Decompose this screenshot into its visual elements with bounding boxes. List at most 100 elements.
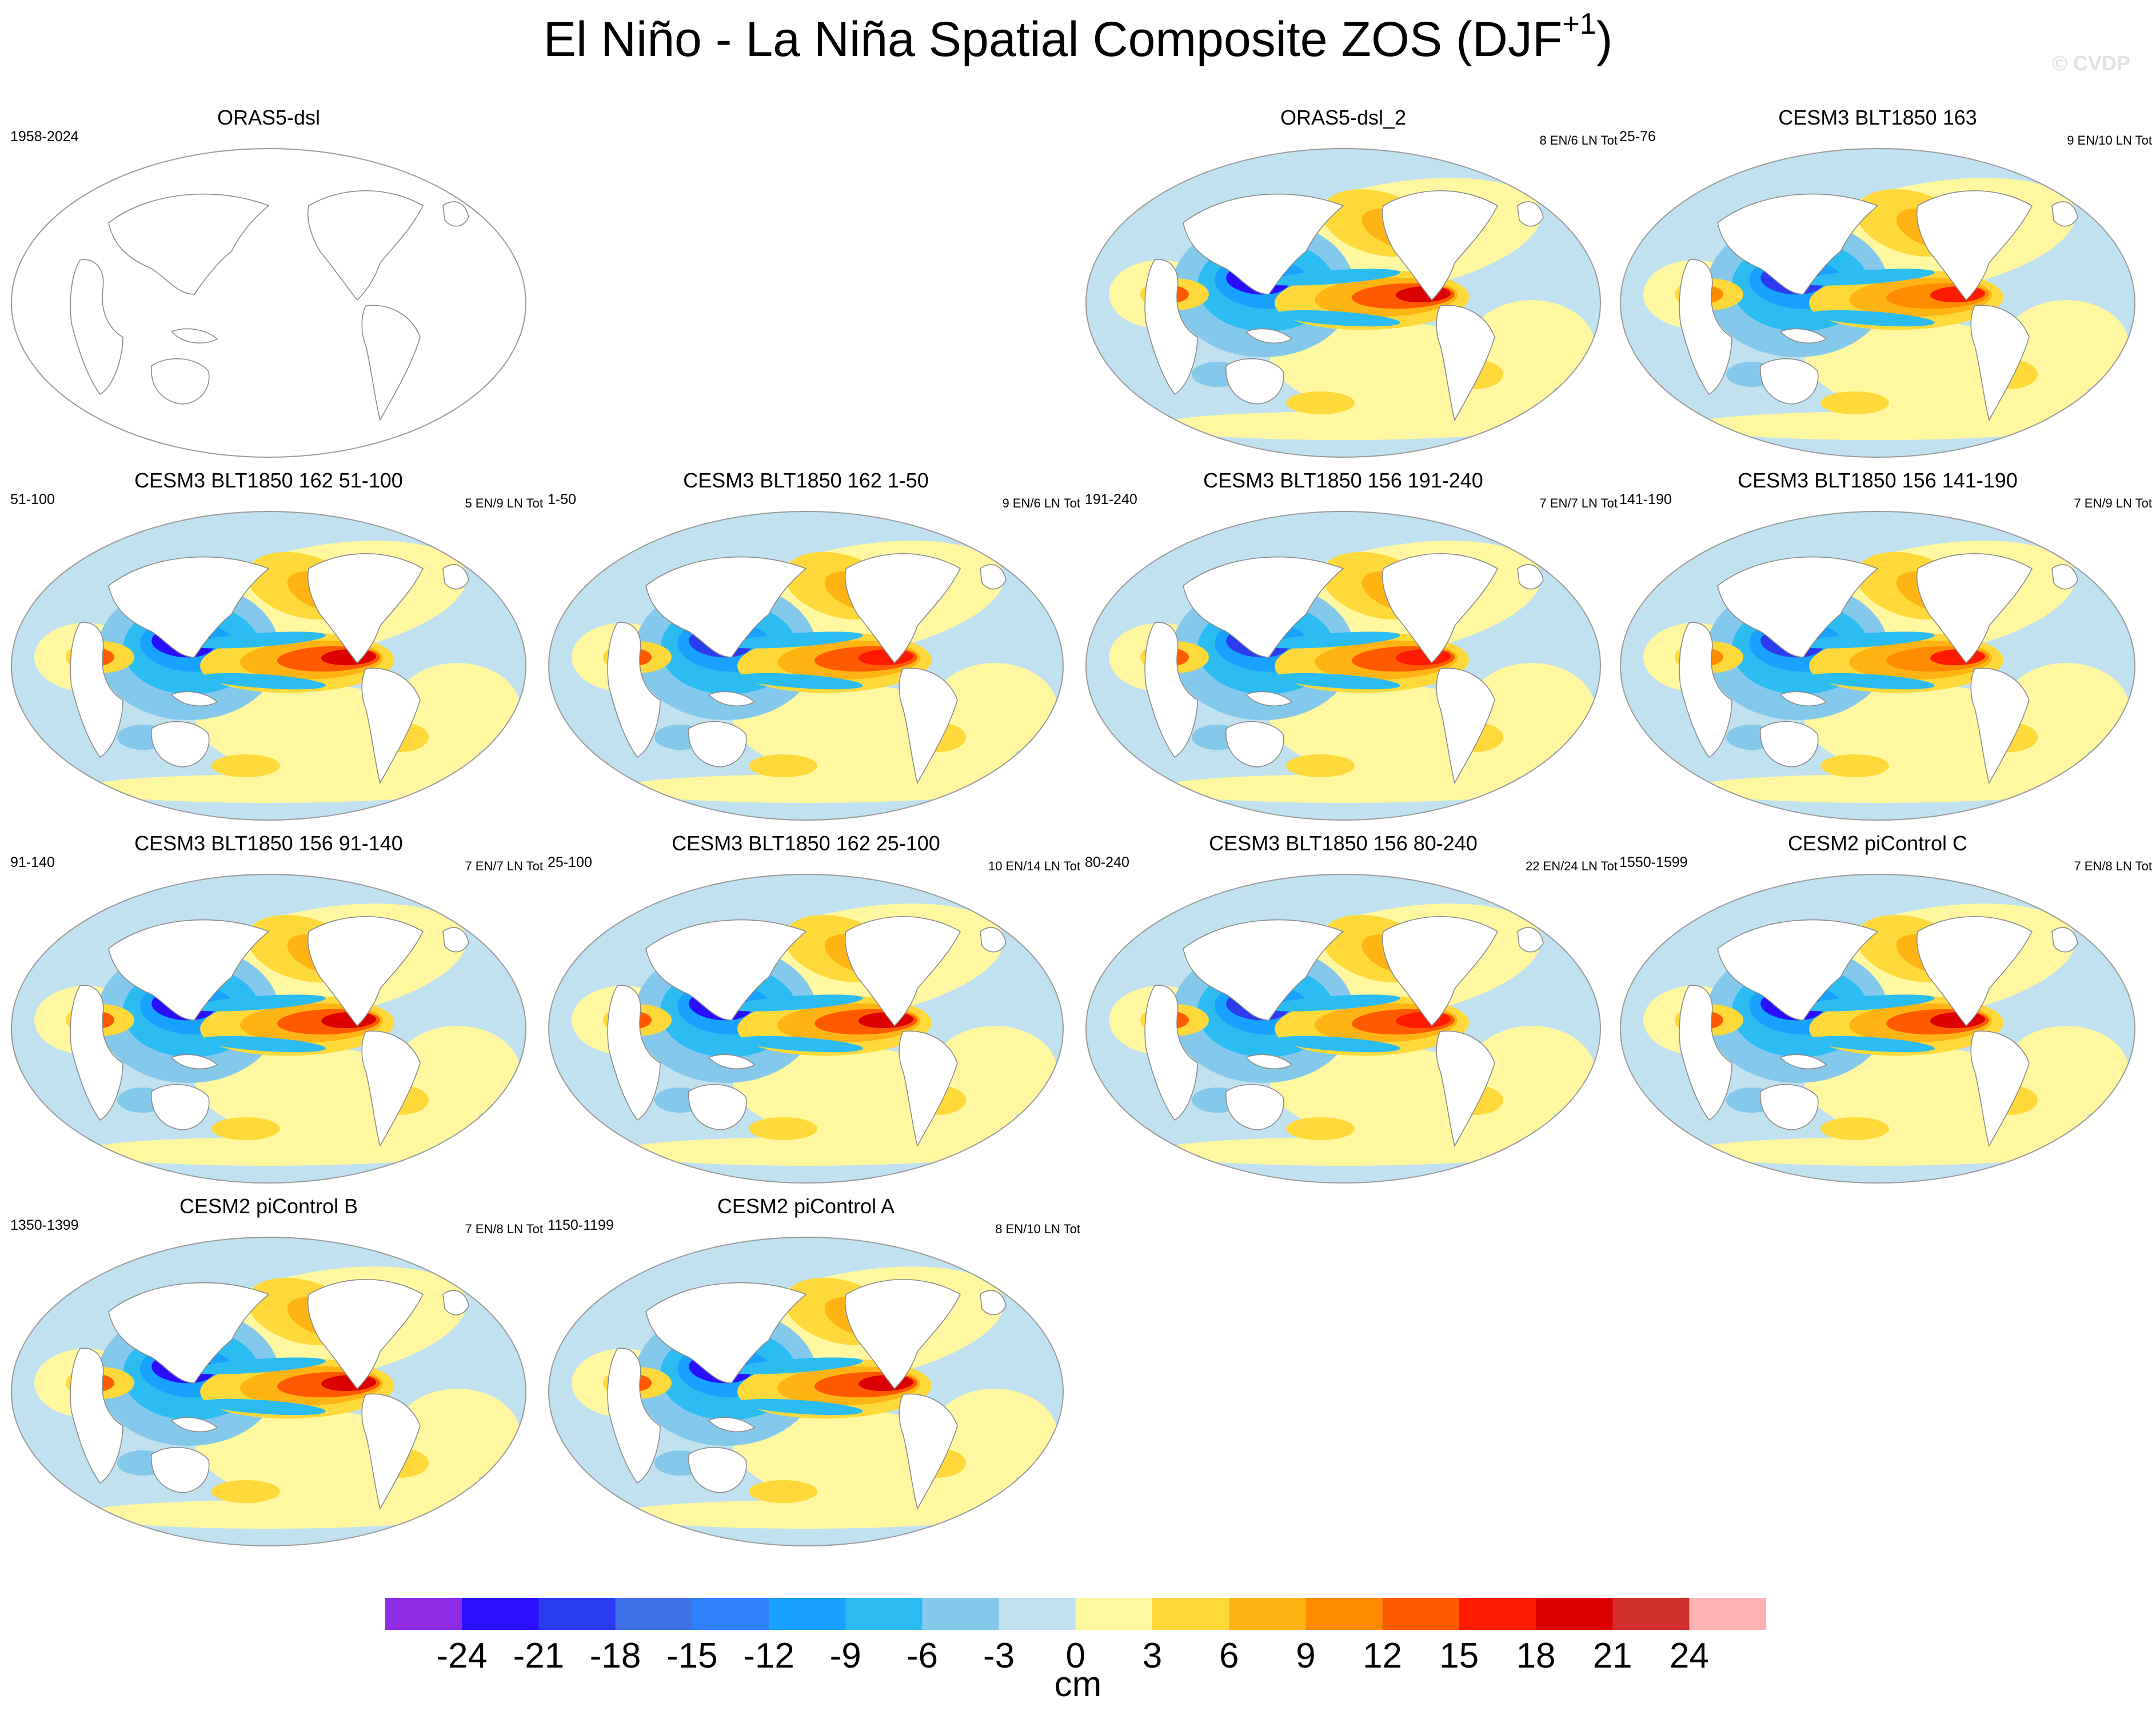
colorbar-tick-label: 21 [1593, 1636, 1632, 1676]
continent-outline [708, 1417, 756, 1433]
continent-outline [442, 564, 469, 590]
anomaly-contour [1798, 269, 1935, 286]
panel-event-counts: 7 EN/7 LN Tot [1539, 496, 1618, 510]
colorbar-tick-label: -9 [830, 1636, 861, 1676]
colorbar-box [999, 1598, 1076, 1630]
continent-outline [1382, 916, 1499, 1027]
map-plot [1620, 511, 2135, 821]
colorbar-tick-label: 9 [1296, 1636, 1315, 1676]
panel-event-counts: 9 EN/10 LN Tot [2067, 133, 2152, 147]
continent-outline [1517, 564, 1544, 590]
continent-outline [844, 916, 961, 1027]
map-border [1620, 148, 2135, 458]
anomaly-contour [1689, 1137, 2066, 1166]
continent-outline [1245, 1054, 1293, 1070]
colorbar-tick-label: -3 [983, 1636, 1015, 1676]
continent-outline [1225, 358, 1284, 405]
continent-outline [1779, 328, 1827, 344]
continent-outline [645, 556, 807, 658]
continent-outline [1225, 1084, 1284, 1130]
map-panel: CESM3 BLT1850 156 80-240 80-240 22 EN/24 L… [1075, 831, 1618, 1186]
anomaly-contour [211, 1480, 280, 1503]
continent-outline [1245, 328, 1293, 344]
panel-years: 25-100 [548, 854, 592, 870]
anomaly-contour [189, 631, 326, 649]
colorbar-box [1305, 1598, 1383, 1630]
panel-event-counts: 5 EN/9 LN Tot [465, 496, 543, 510]
anomaly-contour [1820, 391, 1889, 414]
continent-outline [1760, 358, 1819, 405]
continent-outline [1225, 721, 1284, 767]
map-border [11, 1237, 526, 1546]
continent-outline [1970, 1030, 2030, 1148]
map-plot [11, 511, 526, 821]
continent-outline [1436, 1030, 1495, 1148]
continent-outline [1382, 553, 1499, 664]
colorbar-box [1612, 1598, 1690, 1630]
continent-outline [1144, 259, 1198, 395]
continent-outline [688, 721, 747, 767]
colorbar-tick-label: -21 [513, 1636, 565, 1676]
panel-years: 1150-1199 [548, 1217, 614, 1233]
continent-outline [361, 1030, 421, 1148]
continent-outline [307, 190, 424, 301]
panel-event-counts: 8 EN/10 LN Tot [995, 1222, 1080, 1236]
anomaly-contour [1820, 754, 1889, 777]
continent-outline [1916, 190, 2033, 301]
panel-event-counts: 10 EN/14 LN Tot [988, 859, 1080, 873]
anomaly-contour [737, 1036, 863, 1053]
colorbar-tick-label: 3 [1143, 1636, 1162, 1676]
continent-outline [645, 1282, 807, 1384]
anomaly-contour [80, 1137, 457, 1166]
anomaly-contour [1286, 391, 1355, 414]
continent-outline [688, 1446, 747, 1493]
map-panel: CESM3 BLT1850 156 141-190 141-190 7 EN/9 L… [1609, 469, 2152, 823]
continent-outline [151, 358, 210, 405]
map-border [548, 1237, 1064, 1546]
map-border [1620, 511, 2135, 821]
continent-outline [361, 1393, 421, 1510]
anomaly-contour [189, 1357, 326, 1374]
map-panel: CESM2 piControl B 1350-1399 7 EN/8 LN Tot [0, 1194, 543, 1549]
colorbar-box [1152, 1598, 1229, 1630]
continent-outline [1517, 927, 1544, 953]
anomaly-contour [1820, 1117, 1889, 1140]
continent-outline [1779, 1054, 1827, 1070]
panel-years: 1350-1399 [10, 1217, 79, 1233]
map-plot [1620, 874, 2135, 1184]
continent-outline [170, 691, 218, 707]
colorbar-unit-label: cm [1055, 1665, 1102, 1704]
colorbar-tick-label: 0 [1066, 1636, 1085, 1676]
continent-outline [899, 1393, 958, 1510]
colorbar-box [538, 1598, 616, 1630]
panel-years: 1550-1599 [1619, 854, 1688, 870]
panel-event-counts: 22 EN/24 LN Tot [1525, 859, 1618, 873]
colorbar-tick-label: 15 [1439, 1636, 1479, 1676]
panel-title: CESM2 piControl C [1787, 831, 1968, 855]
panel-title: CESM2 piControl A [717, 1194, 895, 1218]
anomaly-contour [1275, 673, 1400, 690]
continent-outline [170, 1054, 218, 1070]
anomaly-contour [617, 1500, 995, 1529]
map-plot [548, 511, 1064, 821]
colorbar-tick-label: -15 [666, 1636, 718, 1676]
anomaly-contour [1809, 310, 1935, 327]
continent-outline [2051, 564, 2078, 590]
continent-outline [361, 667, 421, 785]
panel-years: 141-190 [1619, 491, 1672, 507]
anomaly-contour [726, 994, 863, 1012]
panel-years: 80-240 [1085, 854, 1129, 870]
continent-outline [1144, 985, 1198, 1121]
colorbar-box [462, 1598, 539, 1630]
anomaly-contour [617, 774, 995, 803]
continent-outline [307, 553, 424, 664]
continent-outline [980, 1290, 1007, 1316]
continent-outline [1760, 1084, 1819, 1130]
continent-outline [1717, 919, 1879, 1021]
continent-outline [151, 1084, 210, 1130]
panel-years: 1958-2024 [10, 129, 79, 145]
continent-outline [108, 556, 270, 658]
colorbar-box [1075, 1598, 1153, 1630]
anomaly-contour [749, 754, 817, 777]
continent-outline [899, 1030, 958, 1148]
